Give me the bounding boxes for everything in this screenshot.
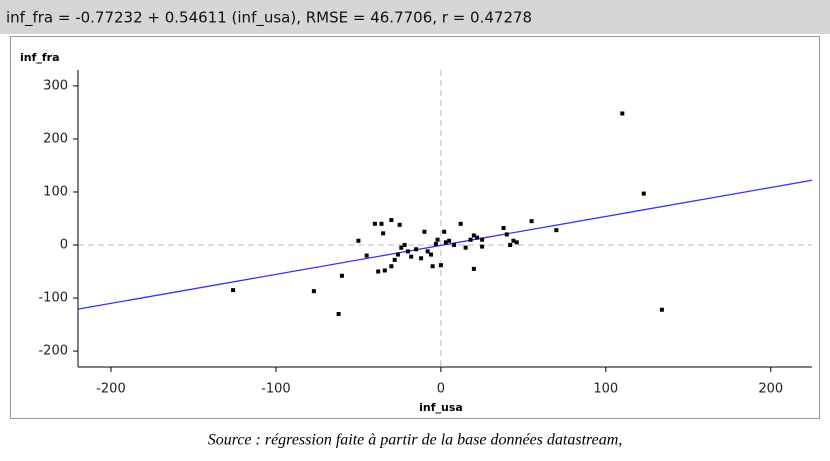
x-tick-label: 0 xyxy=(437,382,445,397)
point xyxy=(399,245,404,250)
point xyxy=(409,254,414,259)
y-tick-label: -200 xyxy=(38,344,68,359)
point xyxy=(443,240,448,245)
panel xyxy=(10,36,820,419)
point xyxy=(381,231,386,236)
point xyxy=(504,232,509,237)
point xyxy=(430,264,435,269)
point xyxy=(471,266,476,271)
y-tick-label: 200 xyxy=(43,131,68,146)
x-axis-label: inf_usa xyxy=(419,401,463,414)
point xyxy=(442,229,447,234)
point xyxy=(405,249,410,254)
x-tick-label: -100 xyxy=(261,382,291,397)
point xyxy=(508,243,513,248)
point xyxy=(402,243,407,248)
point xyxy=(641,191,646,196)
point xyxy=(511,238,516,243)
point xyxy=(471,233,476,238)
point xyxy=(392,257,397,262)
point xyxy=(428,252,433,257)
point xyxy=(397,222,402,227)
point xyxy=(414,247,419,252)
title-bar xyxy=(0,0,830,34)
point xyxy=(425,249,430,254)
x-tick-label: 100 xyxy=(593,382,618,397)
point xyxy=(379,221,384,226)
y-tick-label: 0 xyxy=(60,238,68,253)
y-tick-label: -100 xyxy=(38,291,68,306)
point xyxy=(339,273,344,278)
point xyxy=(468,237,473,242)
point xyxy=(382,268,387,273)
point xyxy=(395,252,400,257)
point xyxy=(364,253,369,258)
point xyxy=(231,288,236,293)
point xyxy=(480,237,485,242)
x-tick-label: -200 xyxy=(96,382,126,397)
point xyxy=(389,264,394,269)
point xyxy=(554,228,559,233)
fit-line xyxy=(77,179,813,310)
point xyxy=(435,237,440,242)
point xyxy=(514,240,519,245)
point xyxy=(372,221,377,226)
point xyxy=(438,263,443,268)
y-axis-label: inf_fra xyxy=(20,51,60,64)
point xyxy=(620,111,625,116)
point xyxy=(501,226,506,231)
point xyxy=(311,289,316,294)
point xyxy=(452,243,457,248)
point xyxy=(475,235,480,240)
caption: Source : régression faite à partir de la… xyxy=(208,432,623,449)
point xyxy=(433,241,438,246)
y-tick-label: 100 xyxy=(43,184,68,199)
point xyxy=(376,269,381,274)
point xyxy=(422,229,427,234)
point xyxy=(356,238,361,243)
point xyxy=(529,219,534,224)
chart-title: inf_fra = -0.77232 + 0.54611 (inf_usa), … xyxy=(6,9,532,28)
point xyxy=(336,311,341,316)
x-tick-label: 200 xyxy=(758,382,783,397)
point xyxy=(463,245,468,250)
point xyxy=(480,244,485,249)
point xyxy=(447,238,452,243)
point xyxy=(659,307,664,312)
point xyxy=(458,221,463,226)
point xyxy=(419,256,424,261)
y-tick-label: 300 xyxy=(43,78,68,93)
point xyxy=(389,218,394,223)
